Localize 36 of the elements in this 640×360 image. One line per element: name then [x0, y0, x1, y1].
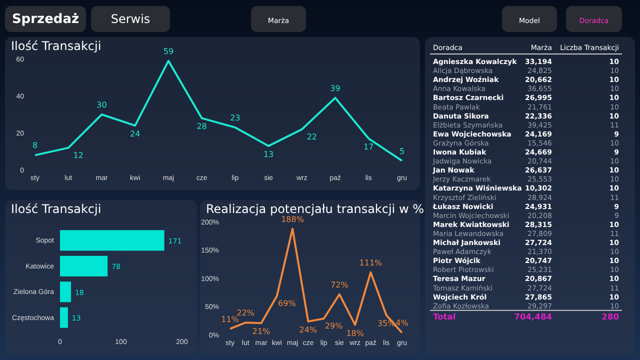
data-label: 69%	[278, 299, 296, 308]
data-label: 24%	[299, 325, 318, 334]
data-label: 72%	[330, 280, 349, 290]
data-label: 22	[306, 132, 318, 142]
chart-title: Ilość Transakcji	[11, 39, 102, 53]
data-label: 4%	[396, 318, 409, 328]
bar	[60, 256, 108, 276]
bar	[60, 282, 71, 302]
data-label: 39	[330, 84, 340, 93]
data-label: 5	[399, 146, 405, 156]
bar	[60, 307, 68, 328]
data-label: 59	[163, 46, 174, 56]
data-label: 188%	[281, 214, 304, 224]
data-label: 111%	[359, 258, 383, 268]
data-label: 24	[130, 130, 140, 139]
data-label: 18%	[346, 328, 364, 338]
data-label: 13	[263, 150, 274, 159]
bar	[60, 230, 164, 251]
data-label: 22%	[236, 308, 255, 318]
text: 704,484	[514, 311, 552, 322]
data-label: 29%	[324, 322, 344, 331]
chart-title: Realizacja potencjału transakcji w %	[206, 202, 424, 216]
line-series	[34, 60, 403, 162]
text: Total	[433, 311, 456, 322]
data-label: 17	[364, 142, 374, 152]
data-label: 12	[73, 150, 84, 160]
data-label: 28	[196, 122, 207, 132]
text: 280	[602, 311, 619, 322]
data-label: 21%	[252, 327, 271, 336]
chart-title: Ilość Transakcji	[11, 202, 102, 216]
tab-button: Sprzedaż	[5, 6, 86, 32]
data-label: 30	[96, 100, 107, 110]
data-label: 23	[230, 113, 240, 122]
data-label: 11%	[221, 314, 240, 324]
data-label: 8	[32, 141, 38, 150]
tab-button: Serwis	[91, 6, 170, 32]
